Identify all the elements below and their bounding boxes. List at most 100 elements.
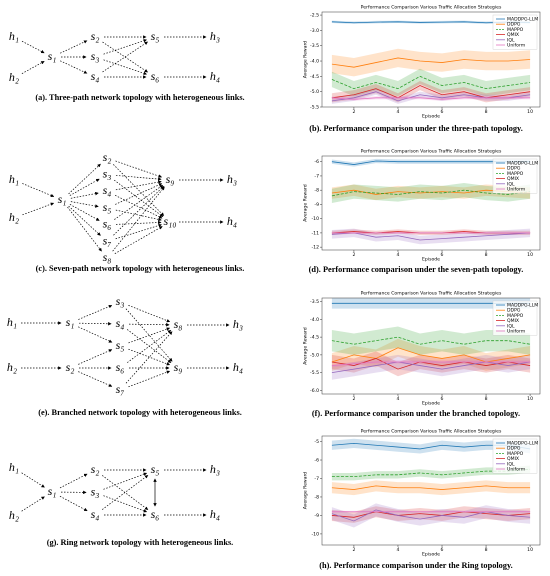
y-tick-label: -3.0 [310,28,319,34]
std-band [331,326,531,355]
chart: Performance Comparison Various Traffic A… [303,149,541,274]
series-line [331,85,531,99]
node-label: h₂ [9,210,19,224]
y-tick-label: -3.5 [310,43,319,49]
x-axis-label: Episode [422,257,440,263]
y-tick-label: -6 [314,159,319,165]
link [115,223,162,240]
link [59,495,88,512]
node-label: h₂ [9,70,19,84]
node-label: s₃ [91,49,100,63]
x-tick-label: 8 [485,252,488,258]
legend-label: IQL [507,461,515,467]
x-tick-label: 10 [527,252,533,258]
chart-title: Performance Comparison Various Traffic A… [361,149,502,155]
node-label: s₅ [116,338,125,352]
x-tick-label: 10 [527,547,533,553]
std-band [331,465,531,481]
link [125,308,173,362]
series-line [331,347,531,363]
link [60,60,88,74]
series-line [331,361,531,374]
node-label: s₁ [66,315,75,329]
node-label: s₆ [103,217,112,231]
link [125,331,173,384]
link [101,475,149,510]
legend-box [492,438,538,474]
link [68,163,101,195]
y-tick-label: -10 [311,531,319,537]
node-label: s₂ [91,29,100,43]
y-tick-label: -7 [314,173,319,179]
node-label: h₃ [233,317,243,331]
node-label: s₉ [174,360,183,374]
legend-box [492,300,538,336]
y-axis-label: Average Reward [303,472,309,510]
y-tick-label: -9 [314,513,319,519]
chart-caption: (d). Performance comparison under the se… [309,265,524,274]
y-tick-label: -4.5 [310,335,319,341]
link [70,201,99,208]
chart: Performance Comparison Various Traffic A… [303,291,541,418]
y-tick-label: -10 [311,216,319,222]
node-label: s₆ [151,507,160,521]
node-label: h₃ [210,29,220,43]
series-line [331,485,531,490]
std-band [331,183,531,203]
std-band [331,229,531,236]
node-label: s₃ [103,166,112,180]
plot-frame [321,297,541,395]
link [59,473,88,489]
link [126,329,172,363]
link [60,40,88,54]
legend-label: MAPPO [507,171,524,177]
link [22,202,55,216]
y-axis-label: Average Reward [303,184,309,222]
link [21,61,45,74]
x-tick-label: 6 [441,547,444,553]
link [78,305,113,320]
series-line [331,189,531,197]
diagram-caption: (g). Ring network topology with heteroge… [47,538,234,547]
std-band [331,48,531,77]
x-tick-label: 10 [527,396,533,402]
x-tick-label: 10 [527,109,533,115]
link [21,496,45,512]
node-label: s₅ [151,462,160,476]
link [127,330,172,363]
legend-label: DDPG [507,166,521,172]
y-tick-label: -7 [314,476,319,482]
link [115,209,162,222]
chart: Performance Comparison Various Traffic A… [303,5,541,133]
legend-label: QMIX [507,318,519,324]
y-axis-label: Average Reward [303,327,309,365]
y-tick-label: -6 [314,458,319,464]
link [70,191,99,199]
node-label: h₄ [233,360,243,374]
node-label: s₂ [66,360,75,374]
node-label: s₈ [103,250,112,264]
y-tick-label: -8 [314,188,319,194]
x-tick-label: 4 [397,252,400,258]
x-tick-label: 8 [485,396,488,402]
chart: Performance Comparison Various Traffic A… [303,429,541,570]
link [67,206,102,252]
y-tick-label: -3.5 [310,299,319,305]
link [69,178,100,196]
y-tick-label: -4.0 [310,59,319,65]
chart-title: Performance Comparison Various Traffic A… [361,5,502,11]
link [128,323,170,327]
node-label: s₆ [116,360,125,374]
link [68,205,101,236]
link [102,41,148,73]
node-label: s₉ [166,172,175,186]
y-tick-label: -5.0 [310,352,319,358]
diagram-caption: (e). Branched network topology with hete… [38,408,242,417]
link [78,349,113,365]
link [21,472,45,488]
link [128,327,171,344]
legend-label: MAPPO [507,313,524,319]
chart-caption: (h). Performance comparison under the Ri… [319,561,512,570]
